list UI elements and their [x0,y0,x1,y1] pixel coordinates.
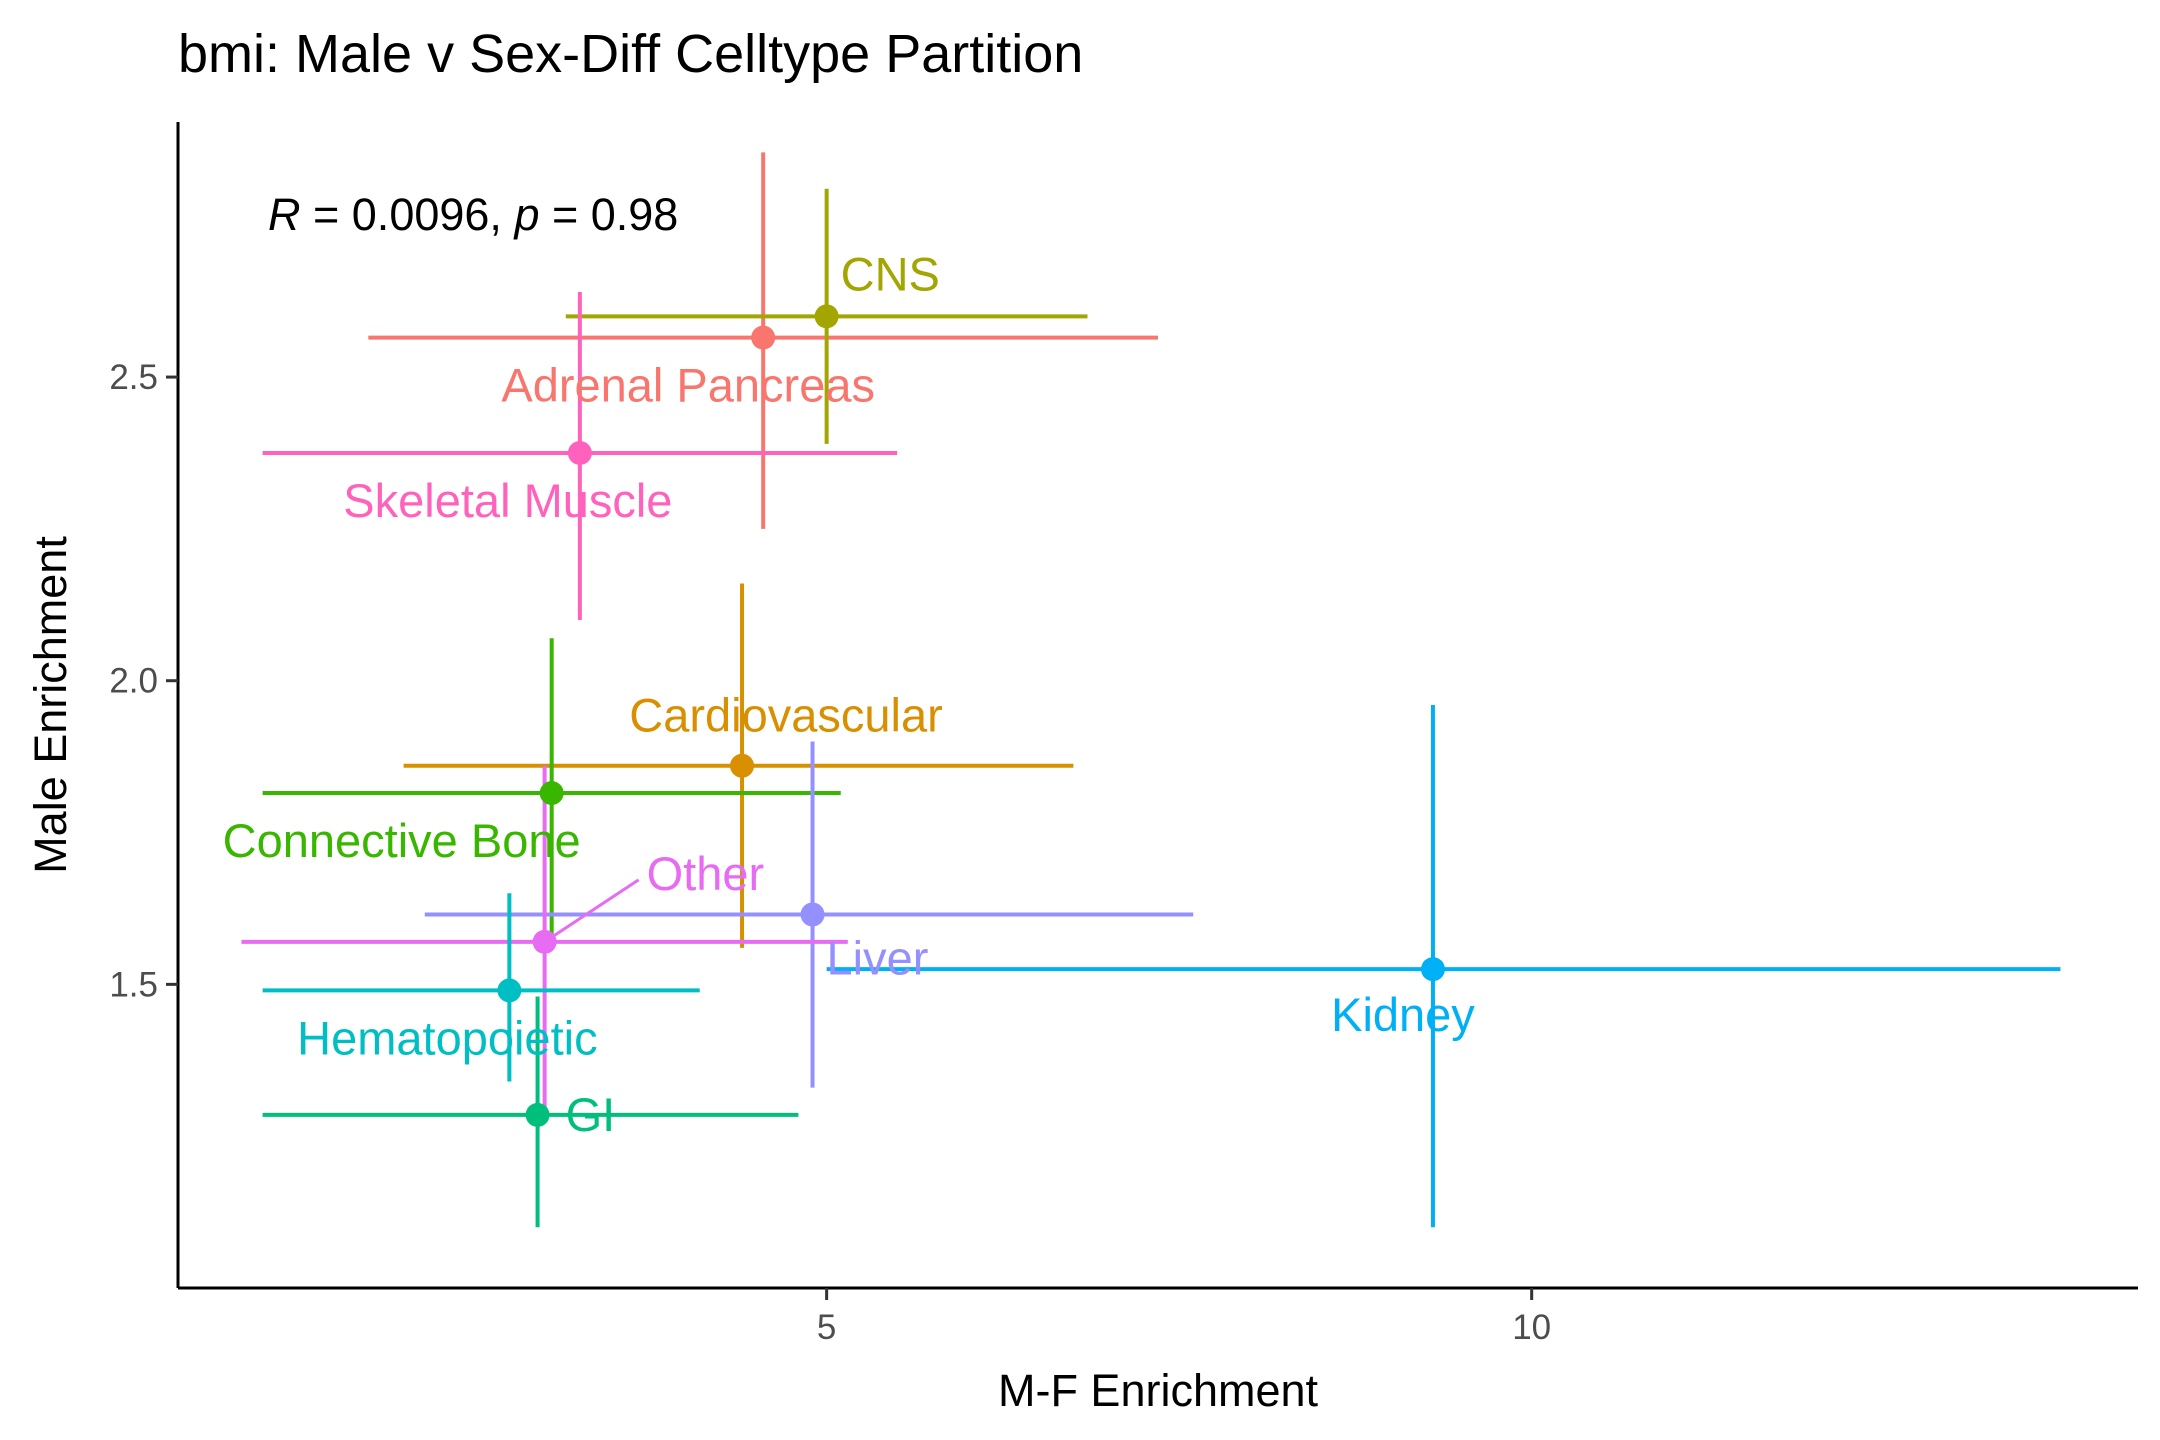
data-points [497,304,1445,1127]
connective-bone-point [539,781,564,806]
x-tick-label: 5 [817,1308,836,1347]
r-value: = 0.0096, [301,189,515,240]
y-ticks: 1.5 2.0 2.5 [109,358,178,1004]
liver-label: Liver [827,932,929,985]
other-point [532,929,557,954]
label-leader-lines [543,878,640,944]
r-symbol: R [268,189,301,240]
y-tick-label: 2.0 [109,662,158,701]
liver-point [800,902,825,927]
gi-point [525,1102,550,1127]
hematopoietic-label: Hematopoietic [297,1011,597,1064]
cardiovascular-point [730,753,755,778]
point-labels: Adrenal Pancreas CNS Skeletal Muscle Cardio… [223,247,1476,1141]
y-tick-label: 1.5 [109,965,158,1004]
kidney-label: Kidney [1331,988,1475,1041]
other-leader-line [543,878,640,944]
p-symbol: p [512,189,539,240]
x-ticks: 5 10 [817,1288,1551,1347]
x-tick-label: 10 [1512,1308,1551,1347]
y-axis-title: Male Enrichment [25,536,76,874]
cns-label: CNS [841,247,940,300]
cardiovascular-label: Cardiovascular [629,689,942,742]
other-label: Other [647,847,765,900]
skeletal-muscle-point [567,440,592,465]
kidney-point [1420,957,1445,982]
y-tick-label: 2.5 [109,358,158,397]
error-bars [241,152,2061,1228]
x-axis-title: M-F Enrichment [998,1365,1319,1416]
adrenal-pancreas-point [751,325,776,350]
cns-point [814,304,839,329]
hematopoietic-point [497,978,522,1003]
skeletal-muscle-label: Skeletal Muscle [343,474,672,527]
correlation-annotation: R = 0.0096, p = 0.98 [268,189,678,240]
connective-bone-label: Connective Bone [223,814,581,867]
chart-title: bmi: Male v Sex-Diff Celltype Partition [178,24,1083,84]
adrenal-pancreas-label: Adrenal Pancreas [501,359,875,412]
gi-label: GI [566,1088,616,1141]
p-value: = 0.98 [539,189,678,240]
